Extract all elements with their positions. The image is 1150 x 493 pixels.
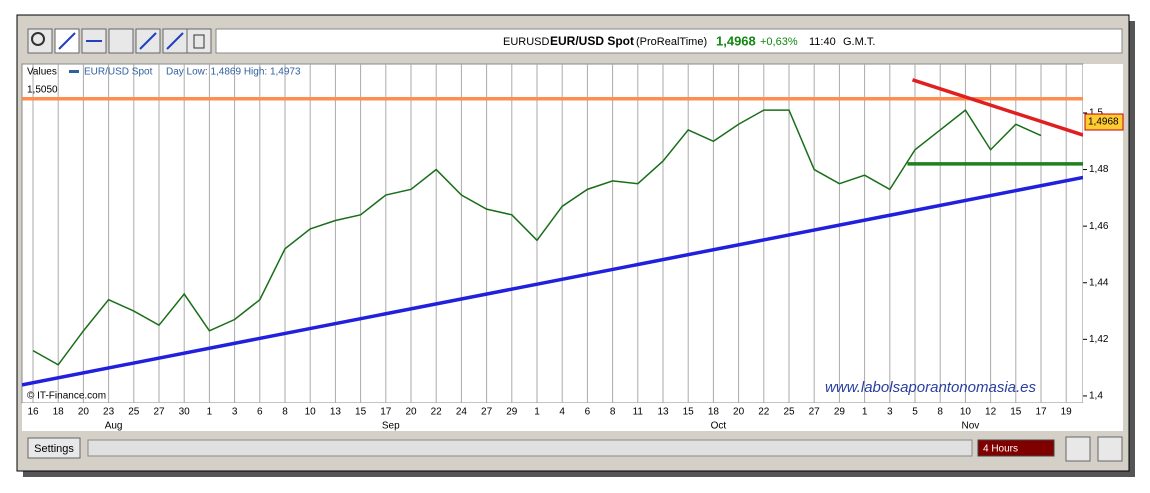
x-tick-label: 22 — [431, 407, 443, 418]
x-tick-label: 22 — [758, 407, 770, 418]
x-tick-label: 18 — [708, 407, 720, 418]
zoom-in[interactable] — [1097, 436, 1123, 462]
x-tick-label: 15 — [1010, 407, 1022, 418]
x-tick-label: 10 — [960, 407, 972, 418]
credit: © IT-Finance.com — [27, 391, 106, 402]
legend-swatch — [69, 70, 79, 73]
change: +0,63% — [760, 36, 798, 48]
x-tick-label: 16 — [27, 407, 39, 418]
icon — [31, 32, 45, 46]
plot-area — [21, 63, 1084, 404]
interval-label: 4 Hours — [983, 444, 1018, 455]
legend-title: Values — [27, 67, 57, 78]
y-tick-label: 1,4 — [1089, 391, 1103, 402]
legend-range: Day Low: 1,4869 High: 1,4973 — [166, 67, 301, 78]
x-tick-label: 1 — [534, 407, 540, 418]
x-tick-label: 20 — [405, 407, 417, 418]
x-tick-label: 13 — [657, 407, 669, 418]
x-tick-label: 12 — [985, 407, 997, 418]
zoom-out[interactable] — [1065, 436, 1091, 462]
time: 11:40 — [809, 36, 836, 48]
x-tick-label: 13 — [330, 407, 342, 418]
x-tick-label: 30 — [179, 407, 191, 418]
legend-series: EUR/USD Spot — [84, 67, 153, 78]
x-tick-label: 27 — [809, 407, 821, 418]
icon — [58, 32, 76, 50]
last-price-label: 1,4968 — [1088, 117, 1119, 128]
interval-select[interactable] — [977, 439, 1055, 457]
symbol: EURUSD — [503, 36, 550, 48]
x-tick-label: 10 — [305, 407, 317, 418]
icon — [166, 32, 184, 50]
source: (ProRealTime) — [636, 36, 707, 48]
price: 1,4968 — [716, 33, 756, 48]
y-tick-label: 1,5 — [1089, 108, 1103, 119]
zone: G.M.T. — [843, 36, 875, 48]
x-tick-label: 3 — [887, 407, 893, 418]
toolbar-buttons — [27, 28, 212, 54]
x-tick-label: 15 — [355, 407, 367, 418]
x-tick-label: 24 — [456, 407, 468, 418]
x-tick-label: 19 — [1061, 407, 1073, 418]
x-tick-label: 3 — [232, 407, 238, 418]
quote-bar — [215, 28, 1123, 54]
x-tick-label: 18 — [53, 407, 65, 418]
x-tick-label: 17 — [1035, 407, 1047, 418]
x-tick-label: 11 — [633, 407, 644, 418]
trendline — [22, 175, 1083, 387]
x-tick-label: 6 — [585, 407, 591, 418]
plot — [22, 64, 1083, 403]
month-label: Sep — [382, 421, 400, 432]
scrollbar[interactable] — [87, 439, 973, 457]
x-tick-label: 29 — [834, 407, 846, 418]
month-label: Oct — [711, 421, 727, 432]
watermark: www.labolsaporantonomasia.es — [825, 379, 1036, 396]
settings-button[interactable] — [27, 437, 81, 459]
x-tick-label: 20 — [733, 407, 745, 418]
x-tick-label: 1 — [862, 407, 868, 418]
x-tick-label: 27 — [153, 407, 165, 418]
x-axis-area — [22, 403, 1123, 431]
settings-label: Settings — [34, 443, 74, 455]
x-tick-label: 17 — [380, 407, 392, 418]
y-tick-label: 1,42 — [1089, 334, 1109, 345]
x-tick-label: 29 — [506, 407, 518, 418]
delete-tool[interactable] — [186, 28, 212, 54]
x-tick-label: 25 — [128, 407, 140, 418]
x-tick-label: 1 — [207, 407, 213, 418]
x-tick-label: 27 — [481, 407, 493, 418]
instrument: EUR/USD Spot — [550, 34, 634, 48]
icon — [193, 34, 205, 49]
x-tick-label: 20 — [78, 407, 90, 418]
x-tick-label: 6 — [257, 407, 263, 418]
x-tick-label: 8 — [937, 407, 943, 418]
x-tick-label: 23 — [103, 407, 115, 418]
last-price-box — [1084, 113, 1124, 131]
x-tick-label: 15 — [683, 407, 695, 418]
x-tick-label: 5 — [912, 407, 918, 418]
x-tick-label: 8 — [610, 407, 616, 418]
fib-tool[interactable] — [108, 28, 134, 54]
x-tick-label: 8 — [282, 407, 288, 418]
price-line — [32, 109, 1042, 366]
trendline-label: 1,5050 — [27, 84, 58, 95]
y-tick-label: 1,48 — [1089, 164, 1109, 175]
month-label: Aug — [105, 421, 123, 432]
trendline — [911, 78, 1083, 137]
month-label: Nov — [962, 421, 980, 432]
y-tick-label: 1,46 — [1089, 221, 1109, 232]
x-tick-label: 25 — [783, 407, 795, 418]
x-tick-label: 4 — [559, 407, 565, 418]
icon — [139, 32, 157, 50]
y-tick-label: 1,44 — [1089, 277, 1109, 288]
